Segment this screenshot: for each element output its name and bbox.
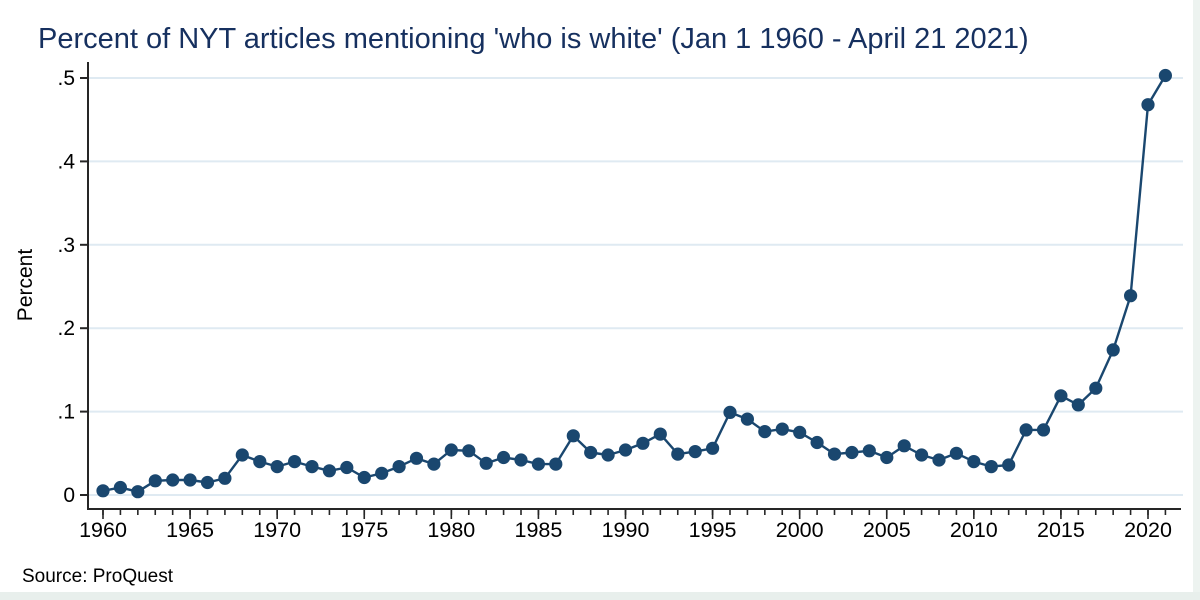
- data-point-2003: [845, 445, 859, 460]
- y-tick-label: 0: [63, 484, 75, 507]
- data-point-1986: [549, 457, 563, 471]
- data-point-1987: [566, 429, 580, 443]
- y-tick-label: .1: [57, 401, 75, 424]
- data-point-1997: [740, 412, 755, 426]
- data-point-2021: [1158, 68, 1172, 83]
- x-tick-label: 1960: [79, 518, 127, 542]
- data-point-2013: [1019, 423, 1033, 437]
- data-point-2009: [949, 446, 964, 460]
- data-point-1961: [113, 480, 127, 495]
- x-tick-label: 2010: [950, 518, 998, 542]
- data-point-1984: [514, 453, 528, 467]
- trend-line: [102, 74, 1167, 493]
- data-point-2017: [1089, 381, 1103, 395]
- data-point-1991: [636, 436, 650, 450]
- data-point-2006: [897, 439, 911, 453]
- data-point-1981: [462, 444, 476, 458]
- data-point-2020: [1141, 98, 1155, 112]
- data-point-1977: [392, 460, 406, 474]
- y-tick-label: .4: [57, 150, 75, 173]
- data-point-1965: [183, 473, 197, 487]
- x-tick-label: 2005: [863, 518, 911, 542]
- data-point-2014: [1036, 423, 1051, 437]
- data-point-2000: [793, 425, 807, 439]
- x-tick-label: 2015: [1037, 518, 1085, 542]
- y-tick-label: .5: [57, 67, 75, 90]
- chart-title: Percent of NYT articles mentioning 'who …: [38, 23, 1029, 55]
- data-point-1996: [723, 405, 737, 419]
- x-tick-label: 1975: [340, 518, 388, 542]
- x-tick-label: 1965: [166, 518, 214, 542]
- y-tick-label: .2: [57, 317, 75, 340]
- data-point-1975: [357, 470, 371, 485]
- x-tick-label: 1990: [602, 518, 650, 542]
- x-tick-label: 1985: [514, 518, 562, 542]
- data-point-2019: [1124, 289, 1138, 303]
- data-point-1969: [253, 455, 267, 469]
- data-point-1979: [427, 457, 441, 471]
- data-point-2018: [1106, 343, 1120, 357]
- y-tick-label: .3: [57, 234, 75, 257]
- y-axis-title: Percent: [14, 249, 37, 322]
- plot-area: 0 .1 .2 .3 .4 .5 1960 1965 1970 1975 1980 1985 1990 1…: [57, 62, 1183, 542]
- data-point-2016: [1071, 398, 1085, 412]
- data-point-1974: [340, 460, 354, 475]
- data-point-1995: [706, 441, 720, 455]
- data-point-1976: [375, 466, 389, 480]
- data-point-1994: [688, 445, 702, 459]
- x-tick-label: 2000: [776, 518, 824, 542]
- data-point-2005: [880, 450, 894, 465]
- data-point-1971: [288, 455, 302, 469]
- data-point-2008: [932, 453, 946, 467]
- x-tick-label: 1980: [427, 518, 475, 542]
- data-point-1973: [322, 464, 336, 478]
- data-point-1963: [148, 474, 162, 488]
- source-note: Source: ProQuest: [22, 566, 174, 587]
- data-point-1999: [775, 422, 789, 436]
- data-point-1970: [270, 460, 284, 474]
- data-point-2015: [1054, 389, 1068, 403]
- data-point-1992: [653, 427, 667, 441]
- data-point-2011: [984, 460, 998, 474]
- data-point-1978: [409, 451, 424, 465]
- data-point-1964: [166, 473, 180, 487]
- x-tick-label: 2020: [1124, 518, 1172, 542]
- data-point-1998: [758, 425, 772, 439]
- data-point-1972: [305, 460, 319, 474]
- data-point-1983: [497, 450, 511, 465]
- x-tick-label: 1970: [253, 518, 301, 542]
- data-point-1966: [200, 475, 215, 490]
- data-point-1993: [671, 447, 685, 461]
- data-point-1967: [218, 471, 232, 485]
- data-point-1962: [131, 485, 145, 499]
- data-point-1985: [531, 457, 546, 471]
- data-point-1982: [479, 456, 493, 470]
- data-point-2004: [862, 444, 876, 458]
- data-point-1990: [618, 443, 633, 457]
- data-point-1980: [444, 443, 458, 457]
- data-point-1968: [235, 448, 249, 462]
- data-point-2002: [827, 447, 842, 461]
- data-point-2010: [967, 455, 981, 469]
- data-point-1988: [584, 445, 598, 460]
- window-edge-right: [1193, 0, 1200, 600]
- window-edge-bottom: [0, 592, 1200, 600]
- x-tick-label: 1995: [689, 518, 737, 542]
- data-point-1960: [96, 484, 110, 498]
- data-point-2007: [915, 448, 929, 462]
- data-point-1989: [601, 448, 615, 462]
- data-point-2001: [810, 435, 824, 450]
- data-point-2012: [1002, 458, 1016, 472]
